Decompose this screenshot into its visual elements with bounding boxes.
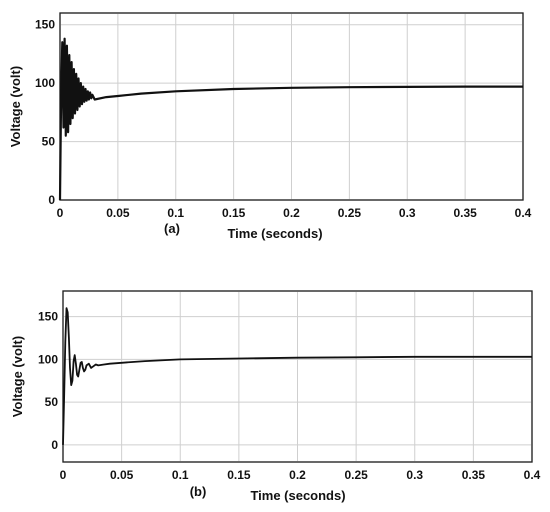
panel-b-axes-border — [62, 290, 533, 463]
panel-b-y-tick-label: 50 — [45, 395, 59, 409]
panel-a-x-axis-label: Time (seconds) — [227, 226, 322, 241]
panel-b-x-tick-label: 0 — [60, 468, 67, 482]
panel-a-y-tick-label: 0 — [48, 193, 55, 207]
panel-b-x-tick-label: 0.2 — [289, 468, 306, 482]
panel-a-x-tick-label: 0 — [57, 206, 64, 220]
panel-b-y-tick-label: 150 — [38, 310, 58, 324]
panel-a-x-tick-label: 0.3 — [399, 206, 416, 220]
panel-b-y-tick-label: 100 — [38, 352, 58, 366]
panel-b-x-axis-label: Time (seconds) — [250, 488, 345, 503]
panel-a-x-tick-label: 0.2 — [283, 206, 300, 220]
panel-a-x-tick-label: 0.4 — [515, 206, 532, 220]
panel-a-y-tick-label: 100 — [35, 76, 55, 90]
panel-b-x-tick-label: 0.15 — [227, 468, 251, 482]
panel-a-x-tick-label: 0.05 — [106, 206, 130, 220]
panel-a-x-tick-label: 0.35 — [453, 206, 477, 220]
panel-a-y-axis-label: Voltage (volt) — [8, 66, 23, 147]
panel-b-plot: 0 0.05 0.1 0.15 0.2 0.25 0.3 0.35 0.4 0 50 100 150 Ti… — [10, 290, 541, 503]
panel-a-panel-label: (a) — [164, 221, 180, 236]
panel-a-y-tick-label: 150 — [35, 18, 55, 32]
panel-a-plot: 0 0.05 0.1 0.15 0.2 0.25 0.3 0.35 0.4 0 50 100 150 Ti… — [8, 12, 532, 241]
panel-a-x-tick-label: 0.15 — [222, 206, 246, 220]
panel-a-x-tick-label: 0.1 — [167, 206, 184, 220]
panel-b-x-tick-label: 0.3 — [406, 468, 423, 482]
panel-b-y-tick-label: 0 — [51, 438, 58, 452]
panel-b-series-line — [62, 307, 532, 445]
panel-a-x-tick-label: 0.25 — [338, 206, 362, 220]
panel-a-y-tick-label: 50 — [42, 135, 56, 149]
panel-b-x-tick-label: 0.05 — [110, 468, 134, 482]
panel-b-panel-label: (b) — [190, 484, 207, 499]
panel-b-y-axis-label: Voltage (volt) — [10, 336, 25, 417]
panel-b-x-tick-label: 0.1 — [172, 468, 189, 482]
panel-a-series-line — [58, 37, 523, 201]
panel-b-x-tick-label: 0.25 — [344, 468, 368, 482]
panel-b-x-tick-label: 0.4 — [524, 468, 541, 482]
panel-b-x-tick-label: 0.35 — [462, 468, 486, 482]
